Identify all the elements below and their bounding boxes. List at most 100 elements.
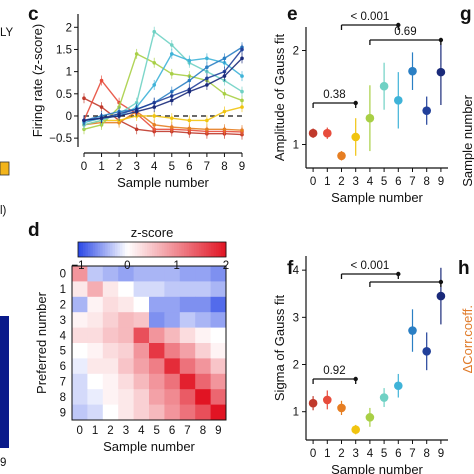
- d-colorbar-tick-label: 0: [124, 260, 130, 272]
- d-x-tick-label: 9: [215, 425, 221, 437]
- panel-letter-h: h: [458, 258, 470, 279]
- d-colorbar-segment: [112, 242, 116, 257]
- e-data-point: [394, 96, 403, 105]
- d-colorbar-segment: [110, 242, 114, 257]
- e-bracket-0-3-label: 0.38: [323, 89, 345, 101]
- d-x-tick-label: 6: [169, 425, 175, 437]
- d-heatmap-cell: [195, 281, 211, 298]
- d-heatmap-cell: [179, 358, 196, 375]
- d-heatmap-cell: [87, 266, 104, 282]
- e-x-axis-label: Sample number: [331, 190, 423, 205]
- d-heatmap-cell: [133, 281, 150, 298]
- d-colorbar-segment: [166, 242, 170, 257]
- d-colorbar-segment: [176, 242, 180, 257]
- d-heatmap-cell: [102, 358, 119, 375]
- d-heatmap-cell: [87, 389, 104, 405]
- d-heatmap-cell: [164, 404, 181, 421]
- d-x-tick-label: 8: [200, 425, 206, 437]
- d-colorbar-segment: [85, 242, 89, 257]
- c-x-tick-label: 2: [116, 161, 122, 173]
- f-bracket-4-9-end-dot: [438, 279, 444, 285]
- c-x-tick-label: 3: [133, 161, 139, 173]
- c-data-point: [134, 52, 139, 56]
- d-colorbar-segment: [213, 242, 217, 257]
- f-x-tick-label: 8: [423, 448, 429, 460]
- c-data-point: [222, 56, 227, 61]
- d-heatmap-cell: [118, 404, 134, 421]
- d-heatmap-cell: [133, 389, 150, 405]
- d-heatmap-cell: [164, 358, 181, 375]
- f-y-tick-label: 2: [293, 360, 299, 372]
- d-heatmap-cell: [195, 358, 211, 375]
- e-x-tick-label: 0: [310, 176, 316, 188]
- e-bracket-4-9-label: 0.69: [394, 26, 416, 38]
- d-x-tick-label: 1: [92, 425, 98, 437]
- d-heatmap-cell: [102, 312, 119, 328]
- d-colorbar-tick-label: −1: [71, 260, 84, 272]
- c-data-point: [99, 116, 104, 120]
- d-heatmap-cell: [118, 327, 134, 344]
- d-colorbar-segment: [102, 242, 106, 257]
- d-heatmap-cell: [102, 404, 119, 421]
- d-heatmap-cell: [149, 281, 165, 298]
- d-heatmap-cell: [87, 404, 104, 421]
- d-heatmap-cell: [133, 343, 150, 359]
- c-x-tick-label: 0: [81, 161, 87, 173]
- c-data-point: [240, 128, 244, 132]
- f-y-tick-label: 3: [293, 312, 299, 324]
- d-y-tick-label: 9: [60, 407, 66, 419]
- f-x-tick-label: 2: [338, 448, 344, 460]
- d-colorbar-segment: [124, 242, 128, 257]
- d-colorbar-segment: [147, 242, 151, 257]
- c-data-point: [152, 105, 157, 109]
- d-heatmap-cell: [102, 389, 119, 405]
- d-heatmap-cell: [210, 404, 227, 421]
- f-bracket-0-3-end-dot: [353, 376, 358, 382]
- d-heatmap-cell: [149, 327, 165, 344]
- d-heatmap-cell: [179, 312, 196, 328]
- f-data-point: [408, 326, 417, 335]
- d-y-axis-label: Preferred number: [34, 291, 49, 394]
- f-x-tick-label: 6: [395, 448, 401, 460]
- c-data-point: [169, 125, 174, 129]
- c-data-point: [99, 105, 104, 109]
- d-colorbar-segment: [191, 242, 195, 257]
- c-data-point: [205, 65, 209, 69]
- e-data-point: [351, 132, 361, 142]
- c-data-point: [82, 96, 86, 101]
- c-data-point: [152, 29, 157, 34]
- d-colorbar-segment: [198, 242, 202, 257]
- panel-letter-e: e: [287, 4, 298, 25]
- d-heatmap-cell: [179, 389, 196, 405]
- d-heatmap-cell: [87, 327, 104, 344]
- d-colorbar-segment: [132, 242, 136, 257]
- d-colorbar-segment: [201, 242, 205, 257]
- d-heatmap-cell: [195, 389, 211, 405]
- e-y-tick-label: 1: [293, 140, 299, 152]
- d-heatmap-cell: [195, 373, 211, 390]
- f-x-tick-label: 5: [381, 448, 387, 460]
- f-x-tick-label: 7: [409, 448, 415, 460]
- c-y-axis-label: Firing rate (z-score): [30, 24, 45, 137]
- c-data-point: [240, 98, 244, 103]
- c-x-tick-label: 4: [151, 161, 158, 173]
- d-colorbar-segment: [216, 242, 220, 257]
- f-y-tick-label: 4: [293, 265, 300, 277]
- d-heatmap-cell: [210, 389, 227, 405]
- d-colorbar-tick-label: 2: [223, 260, 229, 272]
- d-heatmap-cell: [87, 312, 104, 328]
- c-data-point: [240, 56, 244, 61]
- c-data-point: [187, 78, 192, 83]
- d-colorbar-segment: [78, 242, 81, 257]
- d-heatmap-cell: [133, 404, 150, 421]
- d-y-tick-label: 4: [60, 330, 67, 342]
- d-heatmap-cell: [102, 327, 119, 344]
- d-colorbar-segment: [221, 242, 225, 257]
- d-heatmap-cell: [149, 343, 165, 359]
- c-data-point: [222, 109, 227, 114]
- c-x-tick-label: 5: [169, 161, 175, 173]
- f-data-point: [323, 395, 332, 405]
- panel-letter-c: c: [28, 4, 39, 25]
